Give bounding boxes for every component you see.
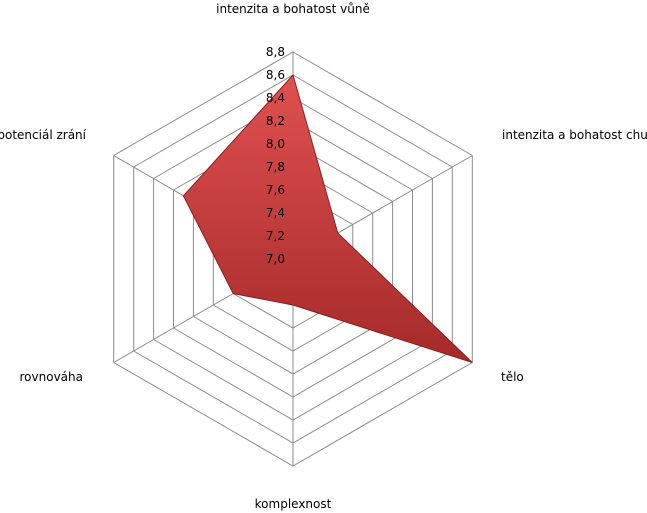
tick-label: 8,2	[266, 114, 285, 128]
tick-label: 8,6	[266, 68, 285, 82]
tick-label: 7,2	[266, 229, 285, 243]
category-label: intenzita a bohatost chuti	[502, 128, 647, 142]
series-area	[182, 73, 473, 363]
tick-label: 8,8	[266, 45, 285, 59]
category-label: komplexnost	[255, 497, 332, 511]
category-label: intenzita a bohatost vůně	[216, 2, 370, 16]
tick-label: 8,4	[266, 91, 285, 105]
tick-label: 8,0	[266, 137, 285, 151]
tick-label: 7,0	[266, 252, 285, 266]
category-label: tělo	[501, 370, 524, 384]
category-label: rovnováha	[20, 370, 83, 384]
tick-label: 7,4	[266, 206, 285, 220]
radar-series	[182, 73, 473, 363]
category-label: potenciál zrání	[0, 128, 87, 142]
radial-tick-labels: 7,0 7,2 7,4 7,6 7,8 8,0 8,2 8,4 8,6 8,8	[266, 45, 285, 266]
tick-label: 7,6	[266, 183, 285, 197]
tick-label: 7,8	[266, 160, 285, 174]
